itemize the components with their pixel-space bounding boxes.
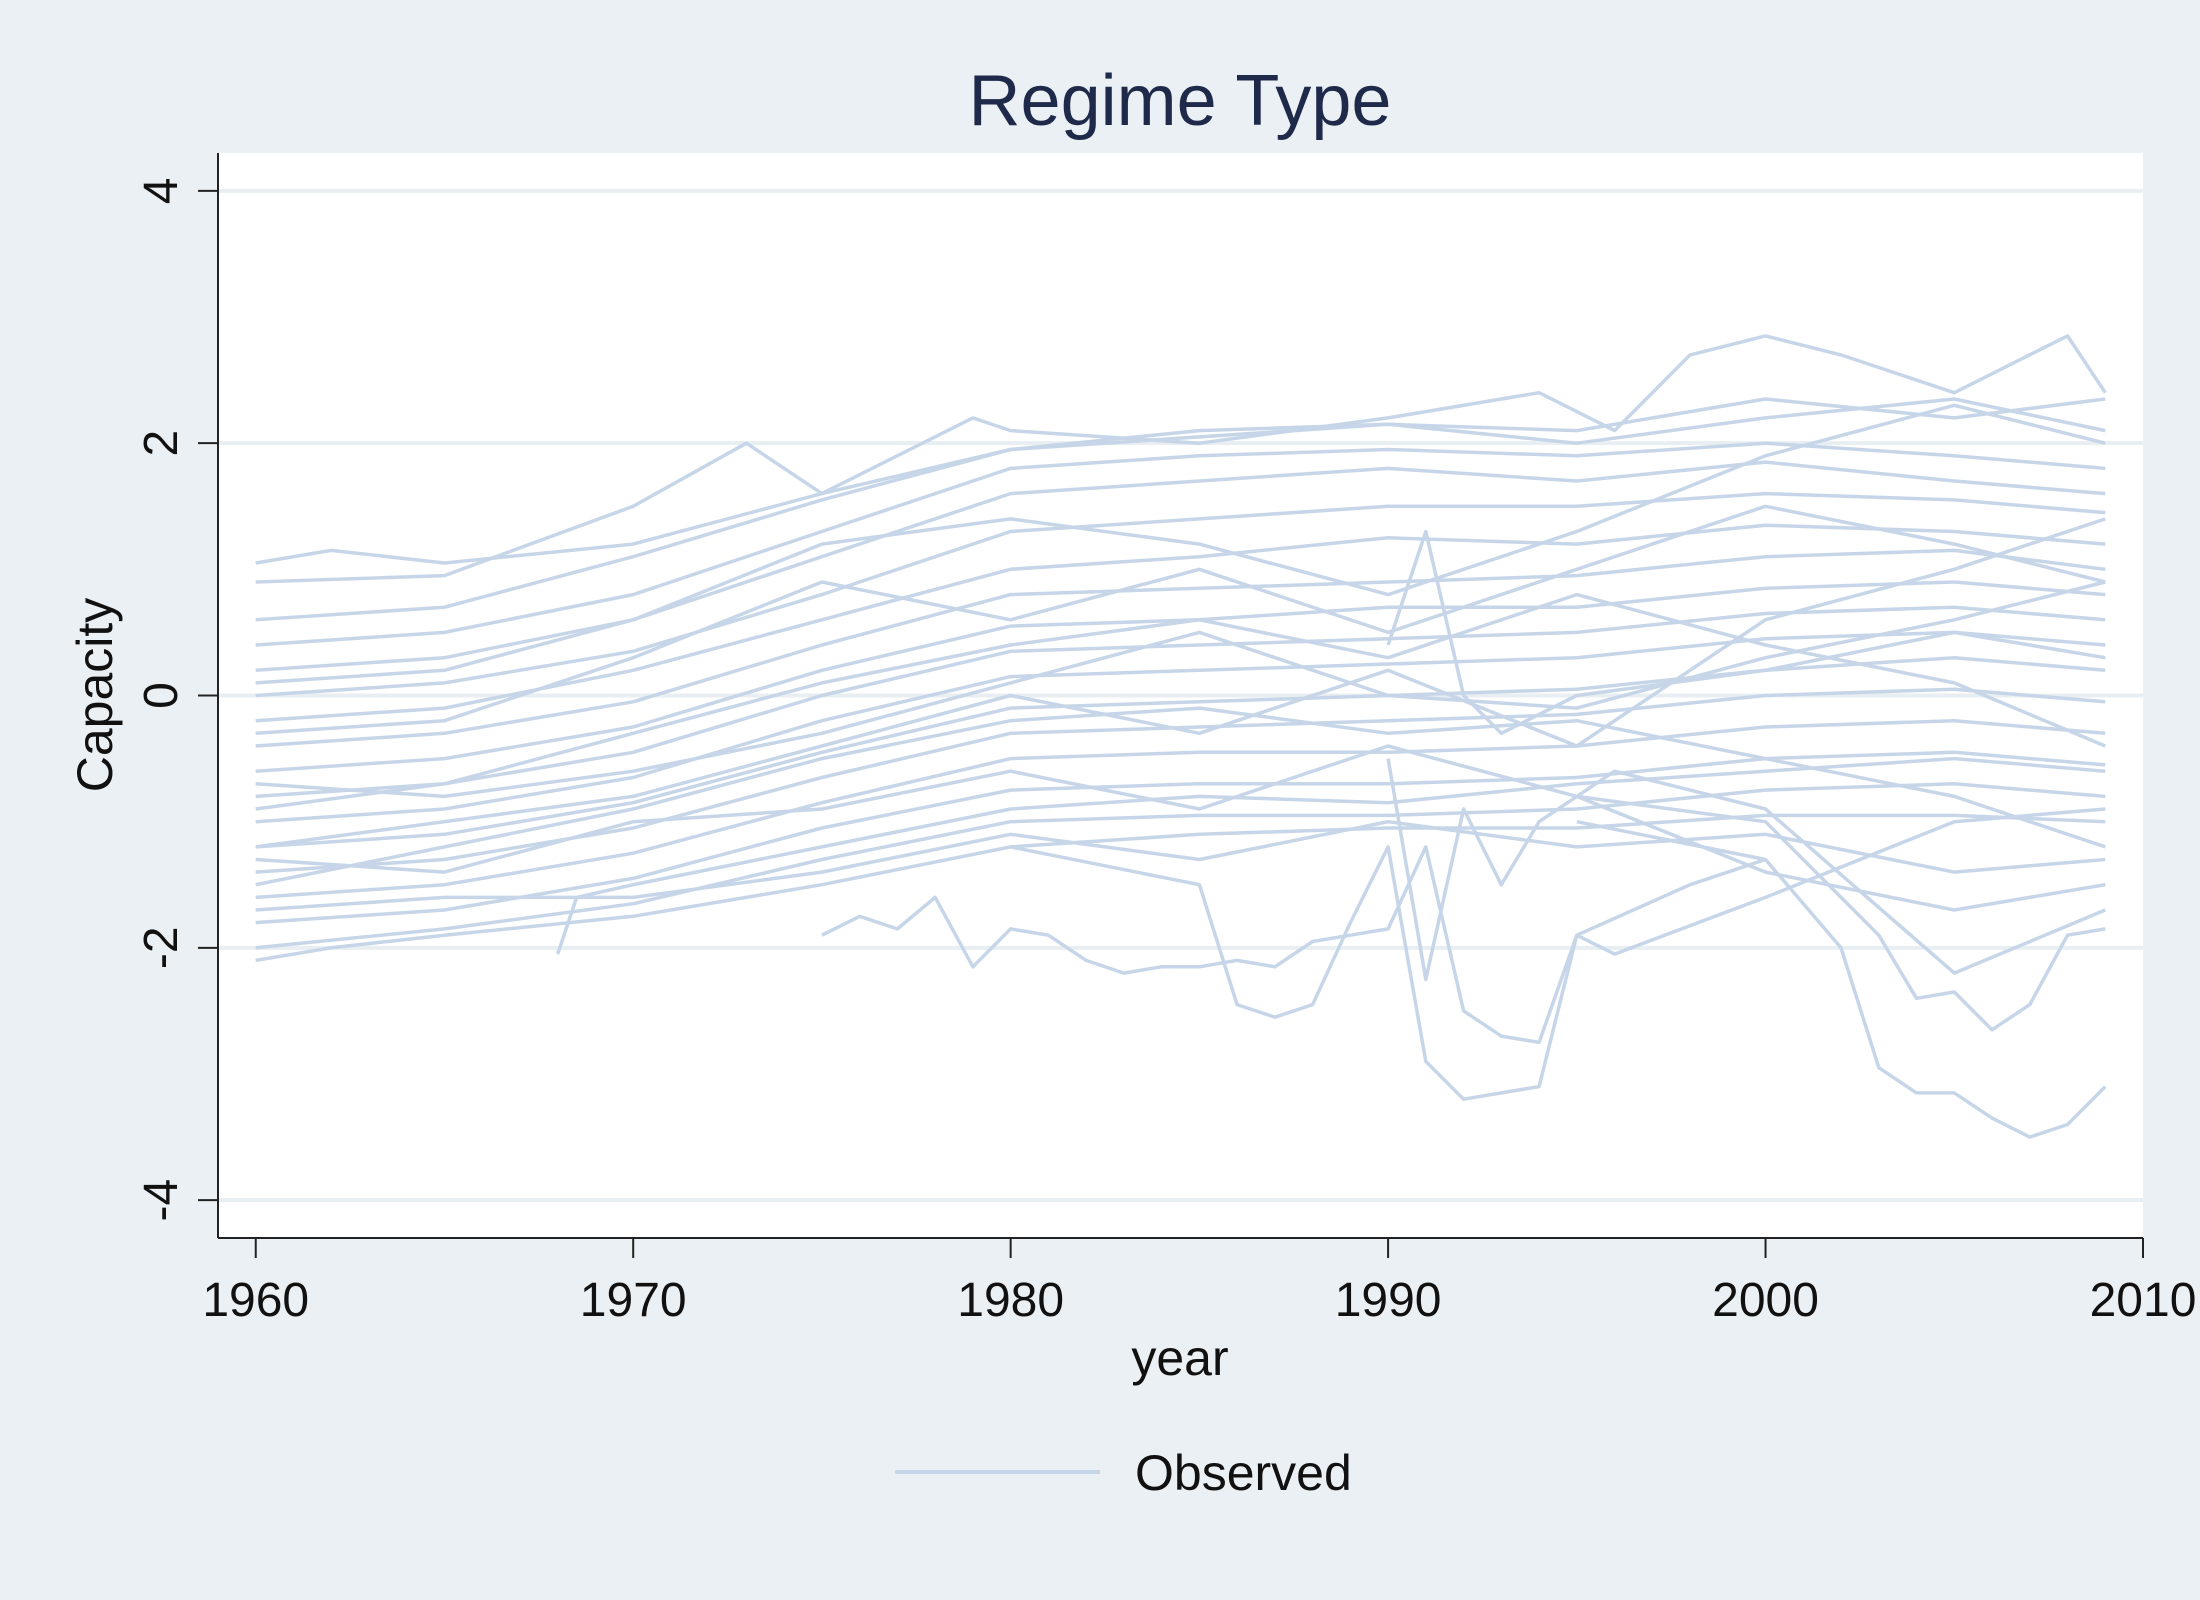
series-line <box>255 744 2106 912</box>
series-line <box>255 397 2106 565</box>
legend: Observed <box>895 1445 1352 1501</box>
series-line <box>255 813 2106 963</box>
series-line <box>255 397 2106 622</box>
series-line <box>255 548 2106 748</box>
series-line <box>255 403 2106 685</box>
series-line <box>255 517 2106 849</box>
x-tick-label: 2010 <box>2090 1274 2197 1327</box>
series-line <box>1576 819 2107 1139</box>
series-line <box>255 523 2106 723</box>
series-line <box>1386 758 2106 982</box>
series-layer <box>255 334 2107 1139</box>
series-line <box>1576 794 2106 1032</box>
series-line <box>255 630 2106 824</box>
x-axis-label: year <box>1131 1330 1228 1386</box>
series-line <box>556 756 2106 955</box>
chart-title: Regime Type <box>969 61 1392 141</box>
series-line <box>255 460 2106 673</box>
ticks-layer: -4 -2 0 2 4 1960 1970 1980 1990 2000 2010 <box>135 177 2197 1327</box>
series-line <box>255 441 2106 647</box>
series-line <box>255 718 2106 900</box>
series-line <box>255 819 2106 912</box>
series-line <box>255 491 2106 698</box>
y-tick-label: 0 <box>135 682 188 709</box>
x-tick-label: 1970 <box>580 1274 687 1327</box>
series-line <box>255 580 2106 799</box>
series-line <box>255 655 2106 849</box>
series-line <box>255 750 2106 925</box>
y-tick-label: -2 <box>135 926 188 969</box>
series-line <box>255 334 2107 584</box>
x-tick-label: 1990 <box>1335 1274 1442 1327</box>
x-tick-label: 1980 <box>957 1274 1064 1327</box>
series-line <box>1386 529 2106 736</box>
gridlines <box>218 188 2143 1203</box>
series-line <box>255 504 2106 736</box>
x-tick-label: 1960 <box>202 1274 309 1327</box>
series-line <box>255 605 2106 799</box>
y-tick-label: 4 <box>135 177 188 204</box>
legend-label: Observed <box>1135 1445 1352 1501</box>
y-tick-label: 2 <box>135 430 188 457</box>
x-tick-label: 2000 <box>1712 1274 1819 1327</box>
y-tick-label: -4 <box>135 1179 188 1222</box>
series-line <box>255 706 2106 887</box>
y-axis-label: Capacity <box>67 598 123 793</box>
series-line <box>1010 845 1767 1101</box>
